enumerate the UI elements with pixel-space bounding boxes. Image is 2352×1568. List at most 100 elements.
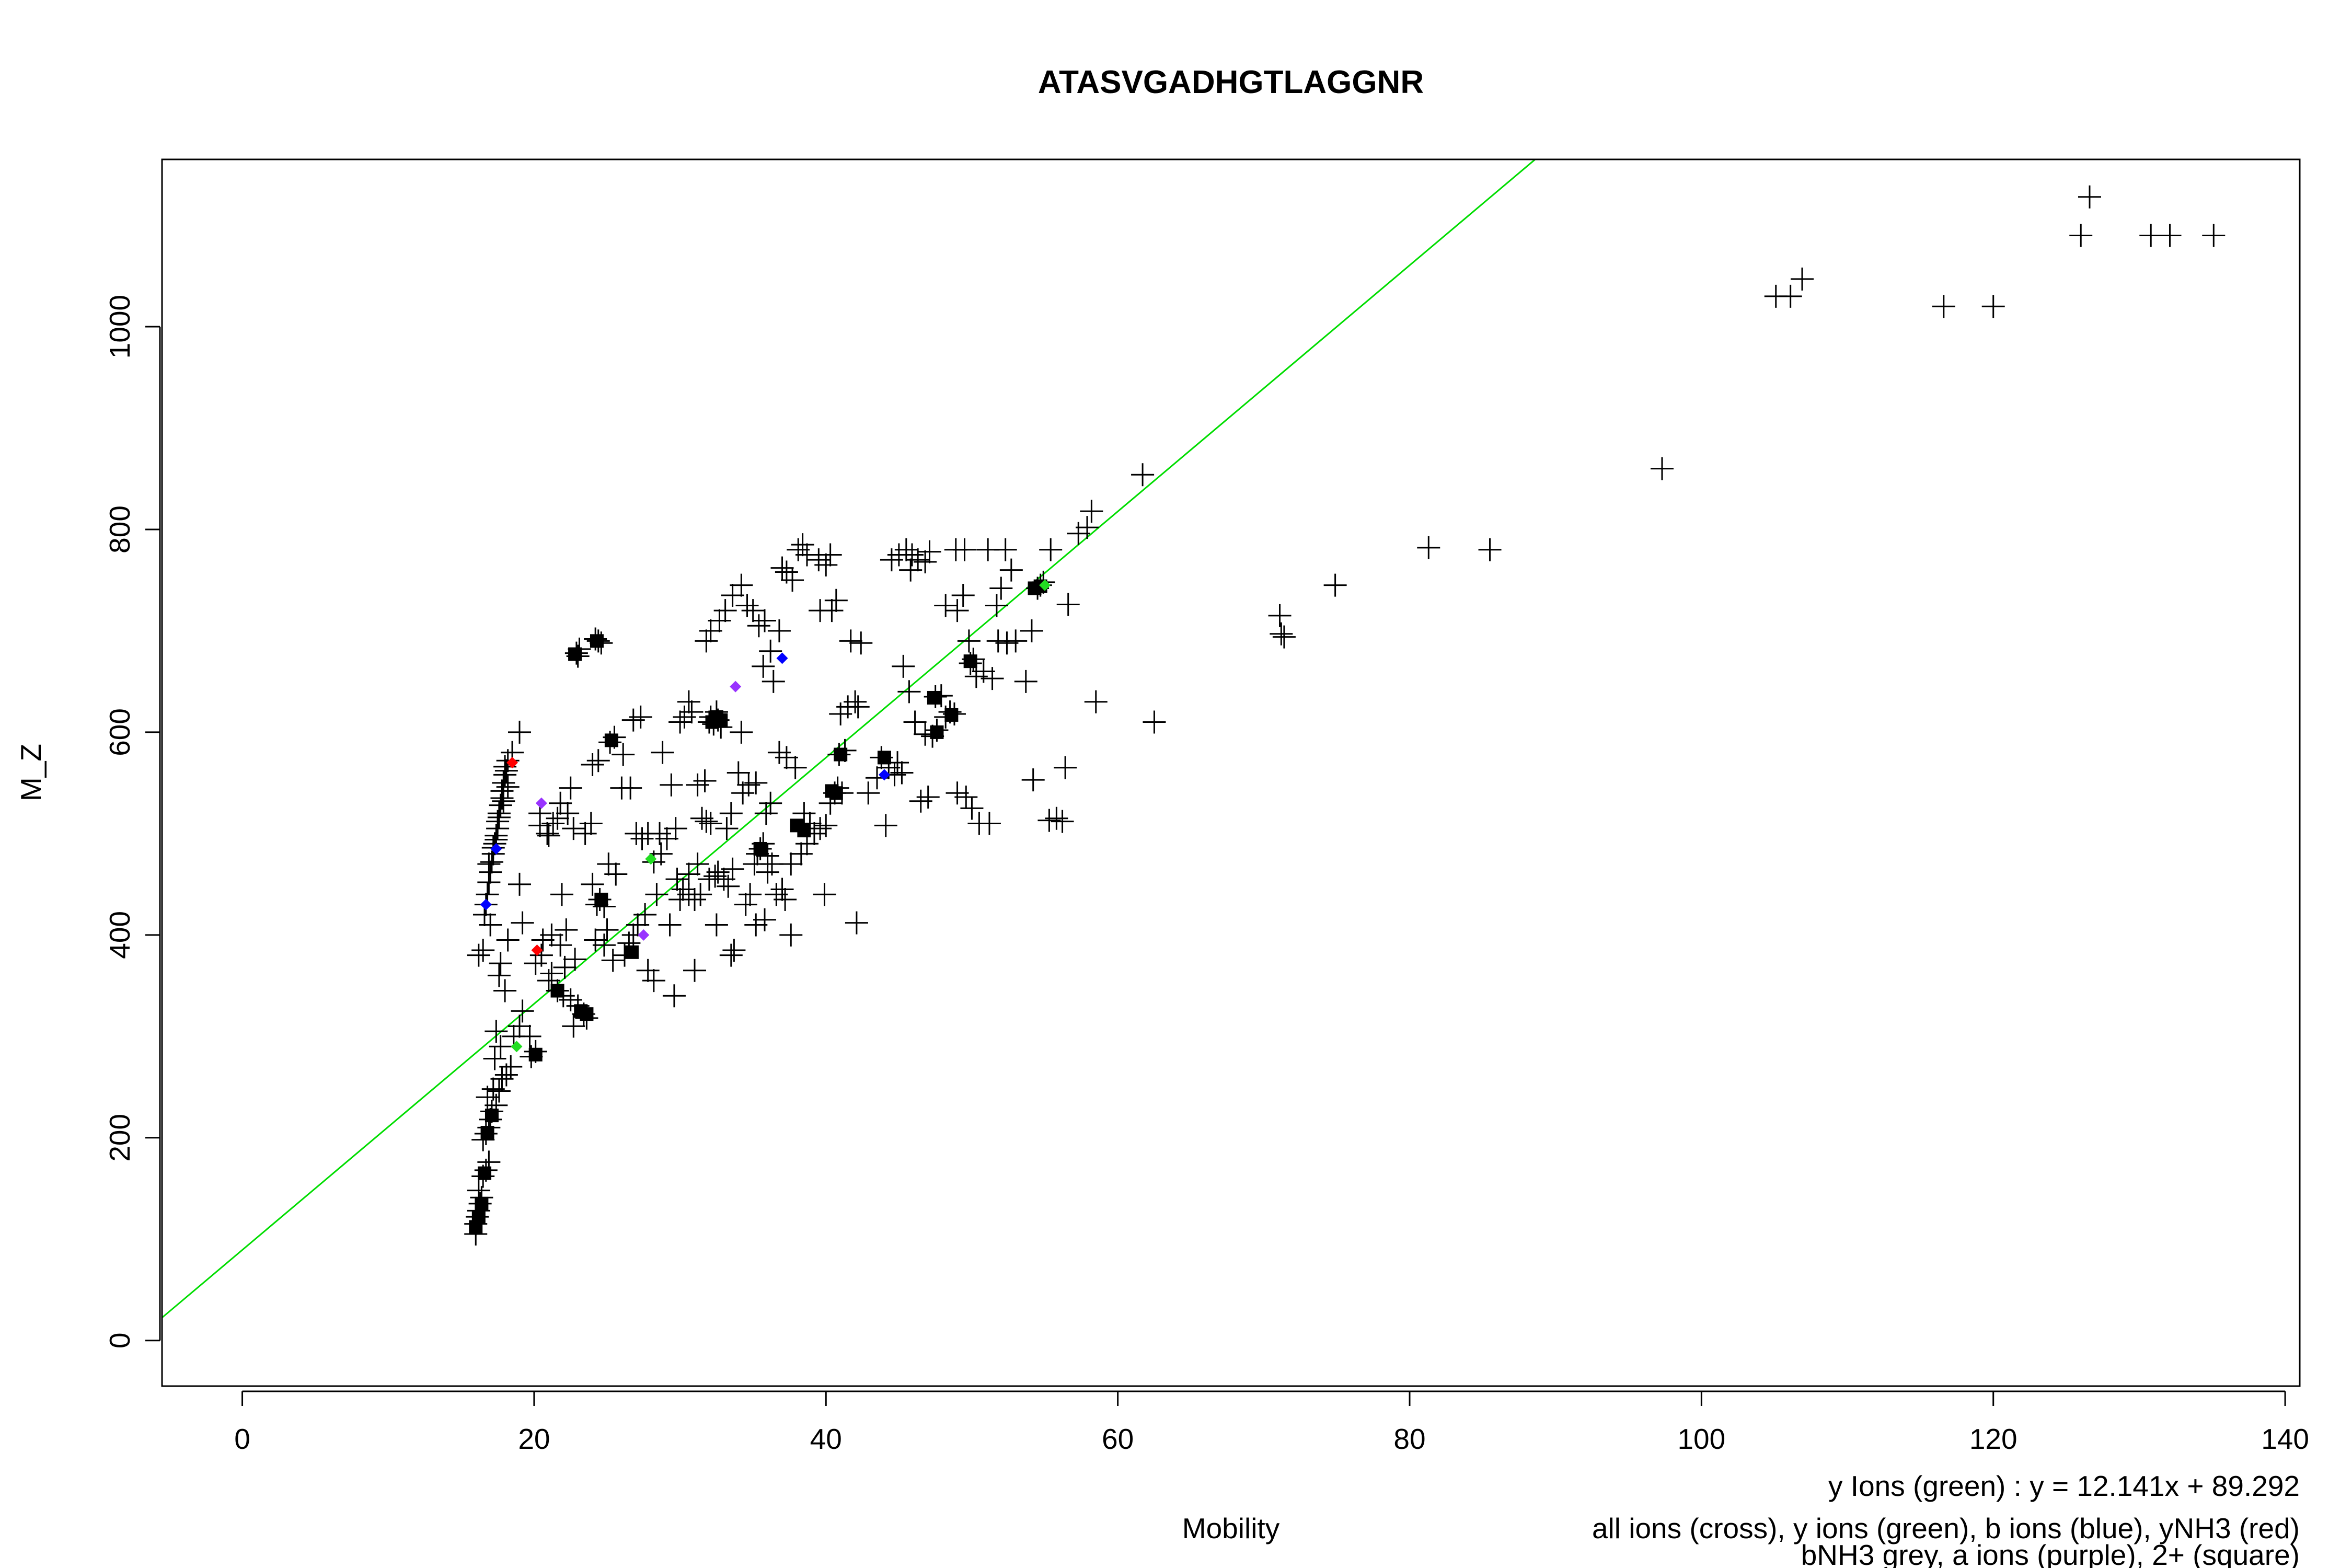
data-point-ion [506, 757, 518, 769]
data-point-cross [722, 938, 746, 962]
data-point-cross [1039, 538, 1063, 561]
data-point-square [944, 708, 959, 722]
data-point-square [829, 786, 843, 800]
data-point-cross [735, 594, 759, 617]
data-point-square [877, 751, 891, 765]
fit-line [162, 159, 1537, 1319]
data-point-square [594, 892, 608, 906]
data-point-cross [918, 540, 941, 563]
data-point-square [475, 1196, 489, 1210]
data-point-cross [995, 631, 1019, 655]
data-point-cross [563, 948, 587, 971]
data-point-cross [781, 568, 804, 592]
data-point-cross [584, 928, 607, 952]
data-point-cross [471, 938, 495, 962]
data-point-cross [814, 814, 838, 837]
data-point-cross [518, 1024, 541, 1048]
data-point-cross [677, 862, 700, 886]
data-point-ion [645, 853, 657, 865]
data-point-cross [1021, 768, 1045, 792]
data-point-cross [818, 543, 842, 567]
x-tick-label: 140 [2261, 1423, 2309, 1455]
data-point-cross [595, 918, 619, 942]
data-point-cross [695, 629, 718, 653]
data-point-cross [916, 786, 940, 809]
data-point-cross [753, 609, 777, 632]
data-point-cross [581, 753, 604, 776]
data-point-ion [511, 1041, 523, 1053]
x-axis-label: Mobility [1182, 1512, 1280, 1544]
data-point-cross [645, 883, 668, 906]
data-point-ion [776, 652, 788, 664]
data-point-cross [489, 1035, 512, 1058]
data-point-square [963, 654, 977, 668]
data-point-cross [680, 700, 704, 724]
data-point-cross [2158, 224, 2182, 247]
data-point-cross [671, 878, 695, 901]
data-point-cross [897, 680, 921, 704]
legend-note-markers: bNH3 grey, a ions (purple), 2+ (square) [1801, 1539, 2300, 1568]
series-group [469, 579, 1047, 1234]
data-point-cross [846, 695, 870, 719]
data-point-cross [734, 893, 757, 916]
data-point-cross [642, 969, 665, 993]
data-point-cross [586, 749, 610, 773]
data-point-cross [857, 781, 880, 805]
data-point-cross [1054, 756, 1077, 779]
series-group [480, 652, 890, 910]
data-point-square [568, 647, 582, 661]
data-point-cross [550, 883, 573, 906]
chart-title: ATASVGADHGTLAGGNR [1038, 64, 1424, 100]
data-point-cross [719, 943, 743, 967]
data-point-cross [779, 923, 803, 947]
data-point-cross [741, 599, 765, 622]
data-point-cross [767, 619, 791, 642]
data-point-cross [981, 667, 1004, 690]
data-point-cross [601, 949, 625, 972]
data-point-cross [1084, 690, 1108, 713]
data-point-cross [1076, 516, 1099, 539]
data-point-cross [649, 842, 673, 866]
data-point-cross [977, 812, 1001, 835]
data-point-cross [727, 761, 750, 785]
data-point-cross [549, 791, 572, 815]
data-point-cross [730, 573, 753, 597]
data-point-cross [914, 550, 937, 574]
data-point-cross [765, 883, 788, 906]
data-point-cross [839, 629, 862, 653]
data-point-cross [492, 789, 515, 813]
data-point-cross [960, 797, 984, 820]
data-point-cross [792, 802, 816, 825]
data-point-cross [549, 933, 572, 957]
data-point-cross [844, 690, 867, 713]
data-point-cross [636, 959, 660, 982]
plot-marks [162, 159, 2226, 1319]
data-point-cross [511, 999, 534, 1023]
legend-note-ions: all ions (cross), y ions (green), b ions… [1592, 1512, 2300, 1544]
data-point-ion [730, 681, 742, 693]
data-point-cross [899, 558, 923, 582]
data-point-cross [717, 874, 740, 898]
data-point-cross [946, 781, 969, 805]
x-axis: 0 20 40 60 80 100 120 140 [234, 1390, 2309, 1455]
data-point-cross [612, 743, 635, 766]
data-point-cross [677, 690, 700, 713]
data-point-cross [496, 775, 520, 799]
x-tick-label: 60 [1102, 1423, 1134, 1455]
data-point-cross [713, 599, 737, 622]
y-axis: 0 200 400 600 800 1000 [103, 295, 161, 1348]
data-point-cross [1131, 463, 1155, 487]
x-tick-label: 20 [518, 1423, 550, 1455]
data-point-square [477, 1166, 491, 1180]
data-point-cross [1272, 625, 1296, 649]
data-point-square [927, 690, 941, 705]
data-point-cross [1014, 670, 1037, 693]
x-tick-label: 40 [810, 1423, 842, 1455]
data-point-cross [708, 609, 731, 632]
data-point-cross [756, 860, 779, 884]
data-point-cross [783, 756, 807, 779]
y-tick-label: 0 [103, 1332, 136, 1348]
x-tick-label: 80 [1393, 1423, 1425, 1455]
data-point-cross [820, 599, 844, 622]
